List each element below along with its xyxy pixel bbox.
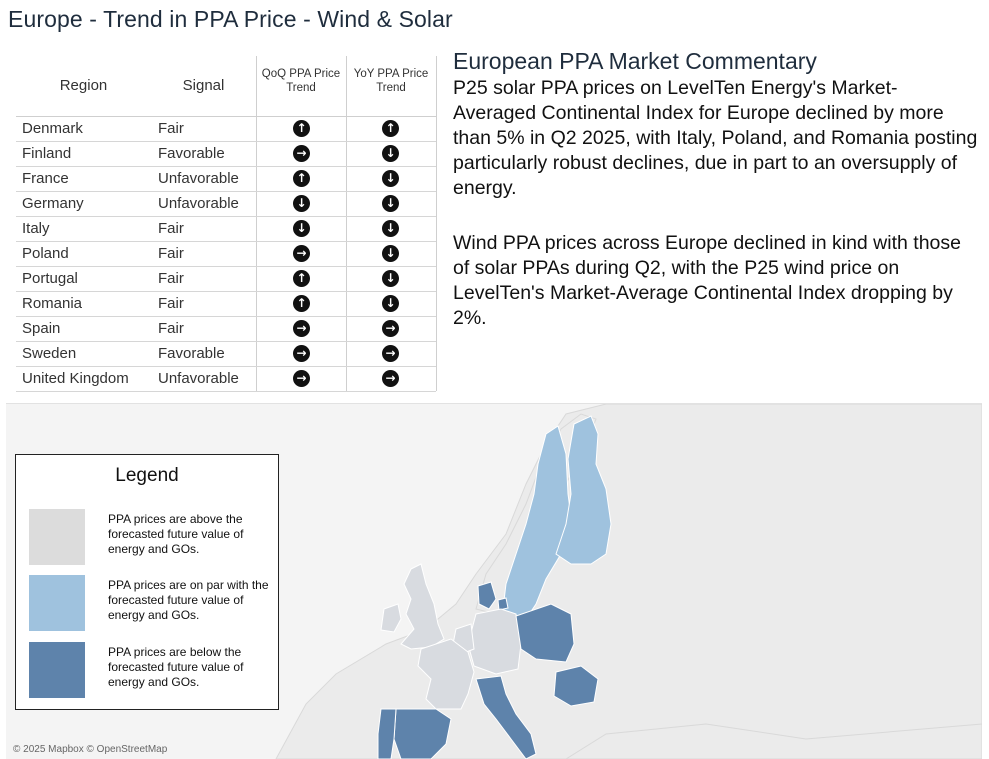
region-germany[interactable]	[467, 608, 522, 675]
legend-swatch-below	[29, 642, 85, 698]
column-header-signal[interactable]: Signal	[182, 77, 225, 94]
row-signal: Favorable	[158, 345, 225, 362]
table-border	[436, 56, 437, 391]
row-signal: Unfavorable	[158, 170, 239, 187]
legend-swatch-on-par	[29, 575, 85, 631]
row-region: Finland	[22, 145, 72, 162]
yoy-arrow-down-icon: ↓	[382, 295, 399, 312]
legend-text-on-par: PPA prices are on par with the forecaste…	[108, 578, 269, 622]
column-header-yoy[interactable]: YoY PPA Price Trend	[353, 68, 429, 94]
region-romania[interactable]	[553, 665, 599, 707]
row-region: Denmark	[22, 120, 83, 137]
row-signal: Fair	[158, 120, 184, 137]
row-signal: Fair	[158, 245, 184, 262]
qoq-arrow-down-icon: ↓	[293, 220, 310, 237]
row-signal: Fair	[158, 295, 184, 312]
map-attribution[interactable]: © 2025 Mapbox © OpenStreetMap	[13, 744, 168, 755]
region-portugal[interactable]	[377, 708, 397, 759]
row-region: France	[22, 170, 69, 187]
yoy-arrow-up-icon: ↑	[382, 120, 399, 137]
land-background	[275, 404, 982, 759]
region-spain[interactable]	[393, 708, 452, 759]
table-row[interactable]: Poland Fair → ↓	[16, 242, 436, 267]
row-region: Poland	[22, 245, 69, 262]
row-signal: Fair	[158, 220, 184, 237]
region-poland[interactable]	[515, 603, 575, 663]
row-signal: Favorable	[158, 145, 225, 162]
row-signal: Unfavorable	[158, 370, 239, 387]
signal-table: Region Signal QoQ PPA Price Trend YoY PP…	[16, 56, 437, 392]
legend-swatch-above	[29, 509, 85, 565]
column-divider	[256, 56, 257, 391]
row-signal: Unfavorable	[158, 195, 239, 212]
table-row[interactable]: France Unfavorable ↑ ↓	[16, 167, 436, 192]
map-canvas[interactable]	[6, 404, 982, 759]
column-divider	[346, 56, 347, 391]
qoq-arrow-up-icon: ↑	[293, 120, 310, 137]
land-africa	[565, 723, 982, 759]
table-row[interactable]: Germany Unfavorable ↓ ↓	[16, 192, 436, 217]
commentary-paragraph-solar: P25 solar PPA prices on LevelTen Energy'…	[453, 77, 978, 199]
yoy-arrow-down-icon: ↓	[382, 220, 399, 237]
row-region: Germany	[22, 195, 84, 212]
map-legend: Legend PPA prices are above the forecast…	[15, 454, 279, 710]
row-signal: Fair	[158, 320, 184, 337]
commentary-paragraph-wind: Wind PPA prices across Europe declined i…	[453, 232, 961, 329]
yoy-arrow-down-icon: ↓	[382, 245, 399, 262]
row-region: United Kingdom	[22, 370, 129, 387]
legend-text-above: PPA prices are above the forecasted futu…	[108, 512, 244, 556]
column-header-qoq[interactable]: QoQ PPA Price Trend	[261, 68, 341, 94]
table-row[interactable]: Italy Fair ↓ ↓	[16, 217, 436, 242]
yoy-arrow-down-icon: ↓	[382, 270, 399, 287]
qoq-arrow-right-icon: →	[293, 320, 310, 337]
region-united-kingdom[interactable]	[400, 563, 445, 650]
yoy-arrow-down-icon: ↓	[382, 145, 399, 162]
yoy-arrow-down-icon: ↓	[382, 195, 399, 212]
table-row[interactable]: Spain Fair → →	[16, 317, 436, 342]
column-header-region[interactable]: Region	[59, 77, 108, 94]
qoq-arrow-up-icon: ↑	[293, 270, 310, 287]
yoy-arrow-right-icon: →	[382, 320, 399, 337]
row-signal: Fair	[158, 270, 184, 287]
qoq-arrow-right-icon: →	[293, 345, 310, 362]
table-row[interactable]: Romania Fair ↑ ↓	[16, 292, 436, 317]
qoq-arrow-right-icon: →	[293, 370, 310, 387]
qoq-arrow-up-icon: ↑	[293, 170, 310, 187]
region-finland[interactable]	[555, 415, 612, 565]
table-row[interactable]: Denmark Fair ↑ ↑	[16, 117, 436, 142]
region-italy[interactable]	[475, 675, 537, 759]
table-header: Region Signal QoQ PPA Price Trend YoY PP…	[16, 56, 436, 117]
table-row[interactable]: Finland Favorable → ↓	[16, 142, 436, 167]
table-row[interactable]: Sweden Favorable → →	[16, 342, 436, 367]
qoq-arrow-right-icon: →	[293, 245, 310, 262]
table-row[interactable]: Portugal Fair ↑ ↓	[16, 267, 436, 292]
yoy-arrow-right-icon: →	[382, 370, 399, 387]
yoy-arrow-right-icon: →	[382, 345, 399, 362]
row-region: Portugal	[22, 270, 78, 287]
row-region: Spain	[22, 320, 61, 337]
yoy-arrow-down-icon: ↓	[382, 170, 399, 187]
qoq-arrow-up-icon: ↑	[293, 295, 310, 312]
region-ireland	[380, 603, 402, 633]
region-france[interactable]	[417, 638, 475, 710]
row-region: Sweden	[22, 345, 77, 362]
qoq-arrow-right-icon: →	[293, 145, 310, 162]
row-region: Italy	[22, 220, 50, 237]
page-title: Europe - Trend in PPA Price - Wind & Sol…	[8, 6, 453, 32]
qoq-arrow-down-icon: ↓	[293, 195, 310, 212]
legend-text-below: PPA prices are below the forecasted futu…	[108, 645, 244, 689]
legend-title: Legend	[115, 465, 179, 486]
commentary-title: European PPA Market Commentary	[453, 48, 817, 74]
table-row[interactable]: United Kingdom Unfavorable → →	[16, 367, 436, 392]
region-denmark[interactable]	[477, 581, 509, 611]
table-body: Denmark Fair ↑ ↑ Finland Favorable → ↓ France Unf…	[16, 117, 436, 392]
row-region: Romania	[22, 295, 83, 312]
